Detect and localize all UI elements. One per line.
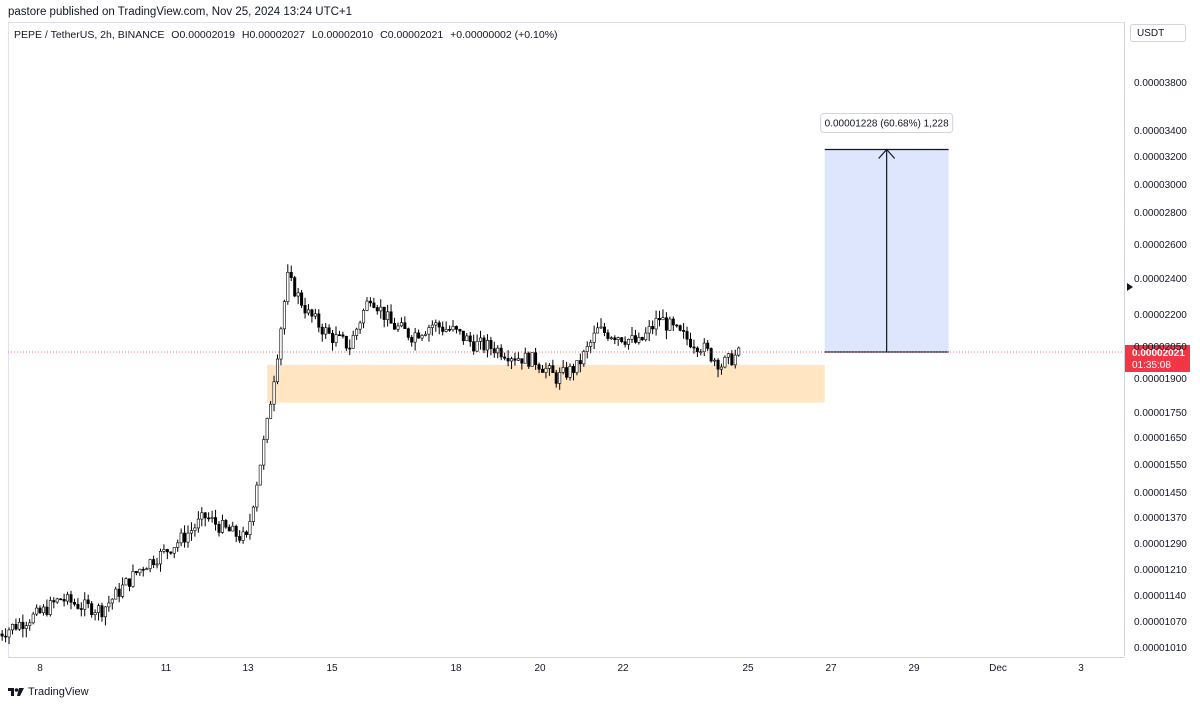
candle-body <box>0 633 4 637</box>
time-tick-label: 15 <box>326 663 338 674</box>
high-value: H0.00002027 <box>241 29 305 41</box>
time-tick-label: 13 <box>242 663 254 674</box>
candle-body <box>4 635 8 638</box>
close-value: C0.00002021 <box>380 29 444 41</box>
chart-area[interactable] <box>8 22 1125 658</box>
symbol-label[interactable]: PEPE / TetherUS, 2h, BINANCE <box>14 29 165 41</box>
footer-brand[interactable]: TradingView <box>28 686 89 698</box>
low-value: L0.00002010 <box>311 29 374 41</box>
time-tick-label: 18 <box>450 663 462 674</box>
change-value: +0.00000002 (+0.10%) <box>450 29 558 41</box>
currency-button[interactable]: USDT <box>1130 24 1186 42</box>
time-tick-label: 8 <box>37 663 43 674</box>
time-tick-label: Dec <box>989 663 1007 674</box>
time-tick-label: 3 <box>1078 663 1084 674</box>
time-tick-label: 20 <box>534 663 546 674</box>
time-tick-label: 11 <box>161 663 172 674</box>
tradingview-logo-icon <box>8 688 24 696</box>
price-axis[interactable] <box>1124 22 1200 656</box>
footer: TradingView <box>8 686 89 698</box>
time-tick-label: 27 <box>825 663 837 674</box>
time-tick-label: 22 <box>617 663 629 674</box>
time-tick-label: 25 <box>742 663 754 674</box>
open-value: O0.00002019 <box>171 29 235 41</box>
publish-caption: pastore published on TradingView.com, No… <box>8 6 353 18</box>
time-tick-label: 29 <box>908 663 920 674</box>
ohlc-legend: PEPE / TetherUS, 2h, BINANCE O0.00002019… <box>14 29 562 41</box>
